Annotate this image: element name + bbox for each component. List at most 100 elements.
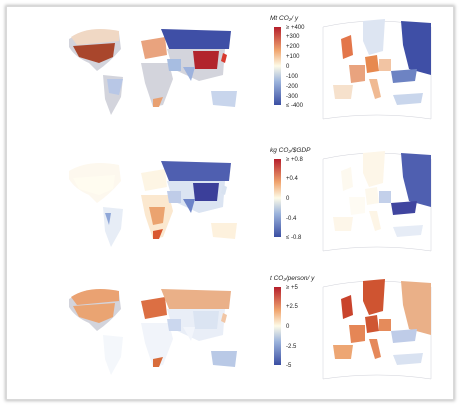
- tick-label: +200: [286, 44, 300, 50]
- tick-label: ≥ +400: [286, 25, 305, 31]
- legend-title: Mt CO₂/ y: [270, 15, 299, 22]
- panel-emissions-per-person: t CO₂/person/ y ≥ +5 +2.5 0 -2.5 -5: [7, 273, 453, 391]
- country-poland: [379, 191, 391, 203]
- tick-label: +100: [286, 54, 300, 60]
- country-usa: [73, 303, 115, 323]
- country-russia: [161, 29, 231, 49]
- country-germany: [365, 187, 379, 205]
- land-australia: [211, 91, 237, 107]
- country-ukraine: [391, 201, 417, 215]
- country-china: [193, 311, 219, 329]
- world-map: [50, 280, 256, 382]
- country-japan: [221, 53, 227, 63]
- tick-label: ≤ -0.8: [286, 235, 302, 241]
- tick-label: -0.4: [286, 216, 297, 222]
- country-canada: [71, 289, 119, 305]
- country-italy: [369, 211, 381, 231]
- country-usa: [73, 43, 115, 63]
- land-australia: [211, 351, 237, 367]
- legend: Mt CO₂/ y ≥ +400 +300 +200 +100 0 -100 -…: [262, 13, 322, 131]
- country-turkey: [393, 353, 423, 365]
- land-europe: [141, 37, 167, 59]
- country-middle-east: [167, 59, 181, 71]
- world-map: [50, 152, 256, 254]
- country-italy: [369, 79, 381, 99]
- tick-label: ≥ +5: [286, 285, 298, 291]
- land-south-america: [103, 335, 123, 375]
- country-middle-east: [167, 191, 181, 203]
- world-map: [50, 20, 256, 122]
- country-spain: [333, 345, 353, 359]
- country-russia: [401, 281, 431, 335]
- colorbar: [274, 287, 281, 365]
- tick-label: -5: [286, 363, 292, 369]
- country-scandinavia: [363, 151, 385, 187]
- country-russia: [401, 21, 431, 75]
- land-australia: [211, 223, 237, 239]
- country-france: [349, 65, 365, 83]
- country-germany: [365, 315, 379, 333]
- country-spain: [333, 85, 353, 99]
- country-scandinavia: [363, 19, 385, 55]
- country-turkey: [393, 225, 423, 237]
- country-canada: [71, 29, 119, 45]
- tick-label: +300: [286, 34, 300, 40]
- country-uk: [341, 167, 353, 191]
- country-spain: [333, 217, 353, 231]
- country-india: [183, 67, 195, 81]
- colorbar: [274, 159, 281, 237]
- country-russia: [161, 289, 231, 309]
- tick-label: ≥ +0.8: [286, 157, 303, 163]
- tick-label: -100: [286, 74, 299, 80]
- land-africa: [141, 323, 173, 367]
- tick-label: -300: [286, 94, 299, 100]
- tick-label: +2.5: [286, 304, 298, 310]
- europe-inset-map: [322, 151, 432, 252]
- legend-title: kg CO₂/$GDP: [270, 147, 311, 154]
- country-usa: [73, 175, 115, 195]
- europe-inset-map: [322, 279, 432, 380]
- tick-label: -2.5: [286, 344, 297, 350]
- country-russia: [161, 161, 231, 181]
- legend: kg CO₂/$GDP ≥ +0.8 +0.4 0 -0.4 ≤ -0.8: [262, 145, 322, 263]
- country-brazil: [107, 79, 123, 95]
- country-south-africa: [153, 357, 163, 367]
- country-south-africa: [153, 97, 163, 107]
- country-japan: [221, 313, 227, 323]
- country-india: [183, 199, 195, 213]
- tick-label: ≤ -400: [286, 103, 303, 109]
- legend-title: t CO₂/person/ y: [270, 275, 315, 282]
- country-turkey: [393, 93, 423, 105]
- country-japan: [221, 185, 227, 195]
- country-france: [349, 197, 365, 215]
- country-italy: [369, 339, 381, 359]
- panel-emissions-per-gdp: kg CO₂/$GDP ≥ +0.8 +0.4 0 -0.4 ≤ -0.8: [7, 145, 453, 263]
- country-ukraine: [391, 69, 417, 83]
- country-africa-central: [149, 207, 165, 225]
- country-ukraine: [391, 329, 417, 343]
- colorbar: [274, 27, 281, 105]
- europe-inset-map: [322, 19, 432, 120]
- land-africa: [141, 63, 173, 107]
- figure-frame: Mt CO₂/ y ≥ +400 +300 +200 +100 0 -100 -…: [6, 6, 454, 400]
- country-france: [349, 325, 365, 343]
- land-europe: [141, 297, 167, 319]
- tick-label: 0: [286, 196, 290, 202]
- country-south-africa: [153, 229, 163, 239]
- country-scandinavia: [363, 279, 385, 315]
- tick-label: 0: [286, 324, 290, 330]
- tick-label: +0.4: [286, 176, 298, 182]
- country-china: [193, 183, 219, 201]
- country-poland: [379, 319, 391, 331]
- land-europe: [141, 169, 167, 191]
- tick-label: 0: [286, 64, 290, 70]
- country-india: [183, 327, 195, 341]
- country-middle-east: [167, 319, 181, 331]
- country-uk: [341, 35, 353, 59]
- country-uk: [341, 295, 353, 319]
- panel-total-emissions: Mt CO₂/ y ≥ +400 +300 +200 +100 0 -100 -…: [7, 13, 453, 131]
- country-peru: [105, 213, 111, 225]
- tick-label: -200: [286, 84, 299, 90]
- country-poland: [379, 59, 391, 71]
- country-russia: [401, 153, 431, 207]
